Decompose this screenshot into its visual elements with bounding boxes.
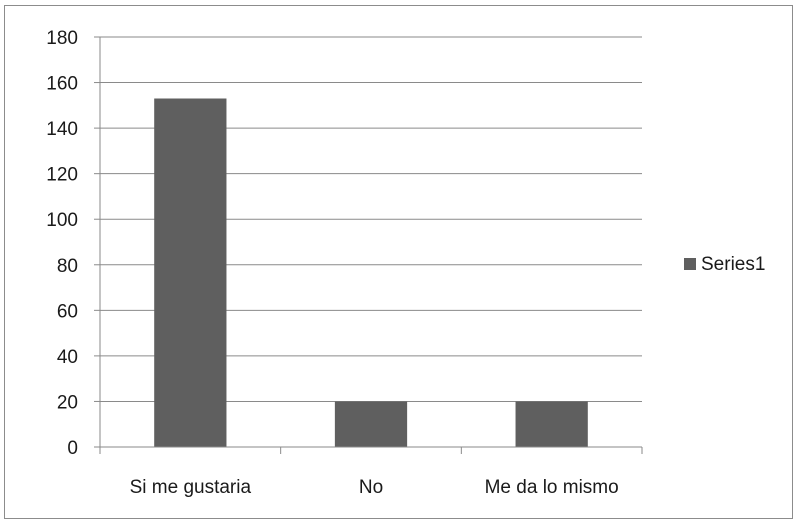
y-tick-label: 180	[46, 28, 78, 49]
y-tick-label: 20	[57, 392, 78, 413]
y-tick-label: 100	[46, 210, 78, 231]
y-tick-label: 0	[67, 438, 78, 459]
axes	[94, 36, 643, 454]
bar	[334, 401, 408, 447]
y-tick-label: 40	[57, 347, 78, 368]
x-tick-label: Si me gustaria	[130, 477, 252, 498]
legend-label: Series1	[701, 254, 765, 275]
y-tick-label: 160	[46, 74, 78, 95]
legend: Series1	[684, 254, 765, 275]
x-tick-label: No	[359, 477, 383, 498]
y-tick-label: 60	[57, 301, 78, 322]
y-tick-label: 120	[46, 165, 78, 186]
bar	[515, 401, 588, 447]
x-tick-label: Me da lo mismo	[485, 477, 619, 498]
bar	[154, 98, 227, 447]
y-tick-label: 140	[46, 119, 78, 140]
y-tick-label: 80	[57, 256, 78, 277]
bars	[154, 98, 588, 447]
tick-labels: 0 20 40 60 80 100 120 140 160 180 Si me gustaria No…	[46, 28, 618, 498]
legend-swatch	[684, 258, 696, 270]
